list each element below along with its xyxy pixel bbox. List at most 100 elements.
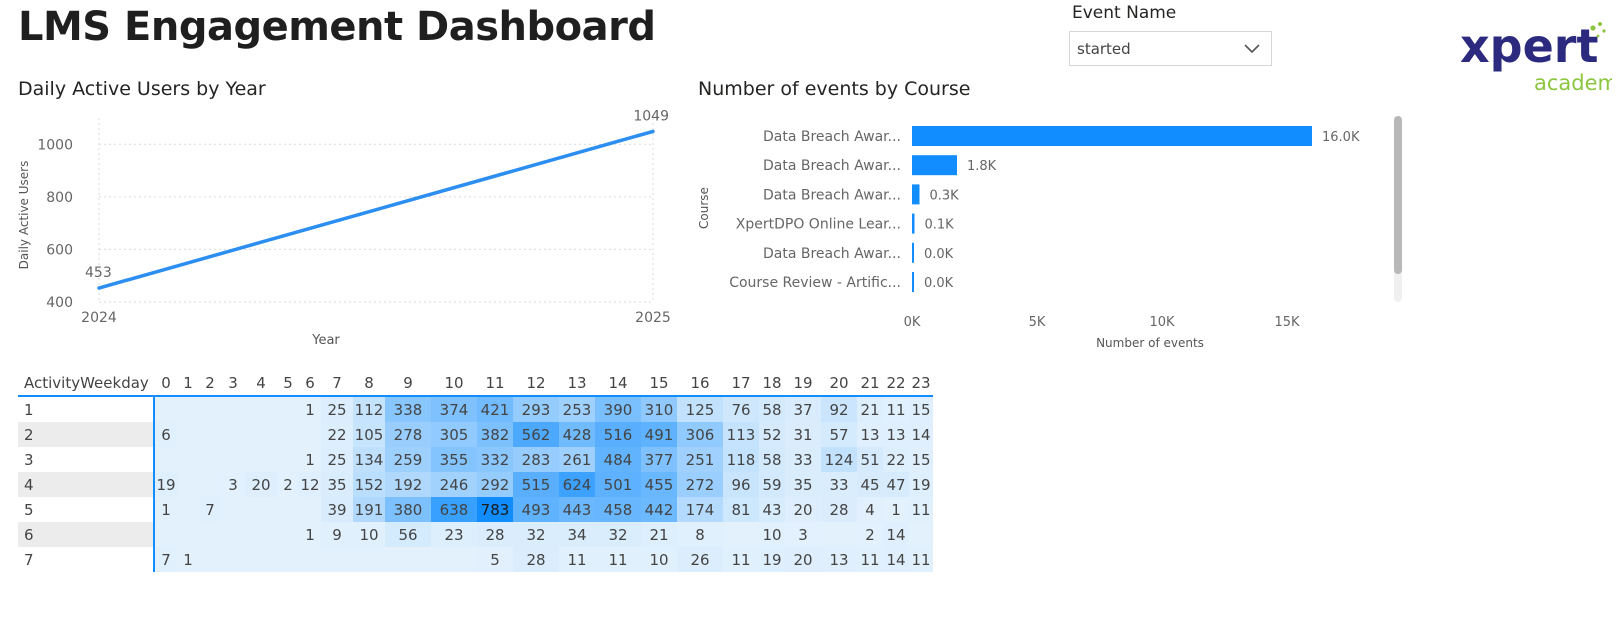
matrix-cell[interactable]: 15 [909, 397, 933, 422]
matrix-cell[interactable]: 21 [641, 522, 677, 547]
matrix-cell[interactable]: 1 [299, 522, 321, 547]
matrix-cell[interactable]: 191 [353, 497, 385, 522]
matrix-cell[interactable] [155, 397, 177, 422]
matrix-cell[interactable] [245, 497, 277, 522]
matrix-cell[interactable]: 305 [431, 422, 477, 447]
matrix-cell[interactable]: 253 [559, 397, 595, 422]
column-header[interactable]: 9 [403, 374, 413, 392]
daily-active-users-line-chart[interactable]: 400 600 800 1000 2024 2025 453 1049 Year Daily Ac… [0, 100, 680, 380]
column-header[interactable]: 22 [886, 374, 906, 392]
matrix-cell[interactable] [199, 522, 221, 547]
matrix-cell[interactable]: 51 [857, 447, 883, 472]
column-header[interactable]: 19 [793, 374, 813, 392]
matrix-cell[interactable]: 382 [477, 422, 513, 447]
matrix-cell[interactable]: 458 [595, 497, 641, 522]
matrix-cell[interactable]: 43 [759, 497, 785, 522]
matrix-cell[interactable]: 272 [677, 472, 723, 497]
matrix-cell[interactable]: 105 [353, 422, 385, 447]
column-header[interactable]: 14 [608, 374, 628, 392]
column-header[interactable]: 5 [283, 374, 293, 392]
matrix-cell[interactable] [277, 547, 299, 572]
matrix-cell[interactable]: 493 [513, 497, 559, 522]
matrix-cell[interactable]: 442 [641, 497, 677, 522]
matrix-cell[interactable]: 32 [595, 522, 641, 547]
matrix-cell[interactable]: 33 [821, 472, 857, 497]
matrix-cell[interactable]: 491 [641, 422, 677, 447]
matrix-cell[interactable]: 306 [677, 422, 723, 447]
matrix-cell[interactable]: 783 [477, 497, 513, 522]
matrix-cell[interactable] [299, 422, 321, 447]
matrix-cell[interactable] [221, 497, 245, 522]
matrix-cell[interactable] [177, 397, 199, 422]
matrix-cell[interactable]: 92 [821, 397, 857, 422]
column-header[interactable]: 4 [256, 374, 266, 392]
matrix-cell[interactable]: 13 [857, 422, 883, 447]
matrix-cell[interactable]: 32 [513, 522, 559, 547]
matrix-cell[interactable]: 5 [477, 547, 513, 572]
matrix-cell[interactable] [277, 497, 299, 522]
matrix-cell[interactable]: 562 [513, 422, 559, 447]
matrix-cell[interactable] [299, 497, 321, 522]
matrix-cell[interactable]: 58 [759, 397, 785, 422]
matrix-cell[interactable] [199, 397, 221, 422]
matrix-cell[interactable] [221, 547, 245, 572]
matrix-cell[interactable]: 113 [723, 422, 759, 447]
matrix-cell[interactable]: 14 [909, 422, 933, 447]
matrix-cell[interactable] [221, 522, 245, 547]
matrix-cell[interactable] [155, 447, 177, 472]
column-header[interactable]: 23 [911, 374, 931, 392]
matrix-cell[interactable]: 20 [785, 497, 821, 522]
matrix-cell[interactable]: 501 [595, 472, 641, 497]
matrix-cell[interactable]: 11 [857, 547, 883, 572]
matrix-cell[interactable]: 516 [595, 422, 641, 447]
matrix-cell[interactable] [277, 522, 299, 547]
matrix-cell[interactable]: 21 [857, 397, 883, 422]
matrix-cell[interactable]: 26 [677, 547, 723, 572]
matrix-cell[interactable] [221, 422, 245, 447]
matrix-cell[interactable] [245, 422, 277, 447]
matrix-cell[interactable] [821, 522, 857, 547]
matrix-cell[interactable] [221, 397, 245, 422]
matrix-cell[interactable]: 355 [431, 447, 477, 472]
matrix-cell[interactable]: 10 [353, 522, 385, 547]
column-header[interactable]: 8 [364, 374, 374, 392]
matrix-cell[interactable]: 1 [299, 447, 321, 472]
events-by-course-bar-chart[interactable]: Data Breach Awar... 16.0K Data Breach Awar… [690, 100, 1410, 370]
matrix-cell[interactable] [277, 397, 299, 422]
matrix-cell[interactable]: 515 [513, 472, 559, 497]
matrix-cell[interactable]: 13 [883, 422, 909, 447]
matrix-cell[interactable] [177, 522, 199, 547]
column-header[interactable]: 2 [205, 374, 215, 392]
matrix-cell[interactable]: 20 [245, 472, 277, 497]
matrix-cell[interactable] [177, 447, 199, 472]
matrix-cell[interactable]: 261 [559, 447, 595, 472]
matrix-cell[interactable]: 292 [477, 472, 513, 497]
matrix-cell[interactable]: 34 [559, 522, 595, 547]
matrix-cell[interactable]: 134 [353, 447, 385, 472]
column-header[interactable]: 6 [305, 374, 315, 392]
matrix-cell[interactable]: 11 [723, 547, 759, 572]
matrix-cell[interactable]: 380 [385, 497, 431, 522]
column-header[interactable]: 21 [860, 374, 880, 392]
matrix-cell[interactable]: 58 [759, 447, 785, 472]
matrix-cell[interactable]: 11 [883, 397, 909, 422]
matrix-cell[interactable]: 8 [677, 522, 723, 547]
column-header[interactable]: 12 [526, 374, 546, 392]
matrix-cell[interactable]: 7 [199, 497, 221, 522]
matrix-cell[interactable]: 35 [321, 472, 353, 497]
matrix-cell[interactable]: 338 [385, 397, 431, 422]
matrix-cell[interactable]: 484 [595, 447, 641, 472]
matrix-cell[interactable]: 174 [677, 497, 723, 522]
matrix-cell[interactable]: 57 [821, 422, 857, 447]
matrix-cell[interactable]: 47 [883, 472, 909, 497]
matrix-cell[interactable]: 35 [785, 472, 821, 497]
matrix-cell[interactable]: 19 [909, 472, 933, 497]
matrix-cell[interactable]: 25 [321, 447, 353, 472]
column-header[interactable]: 0 [161, 374, 171, 392]
matrix-cell[interactable] [385, 547, 431, 572]
matrix-cell[interactable]: 56 [385, 522, 431, 547]
matrix-cell[interactable]: 251 [677, 447, 723, 472]
matrix-cell[interactable] [245, 522, 277, 547]
matrix-cell[interactable] [723, 522, 759, 547]
matrix-cell[interactable] [321, 547, 353, 572]
